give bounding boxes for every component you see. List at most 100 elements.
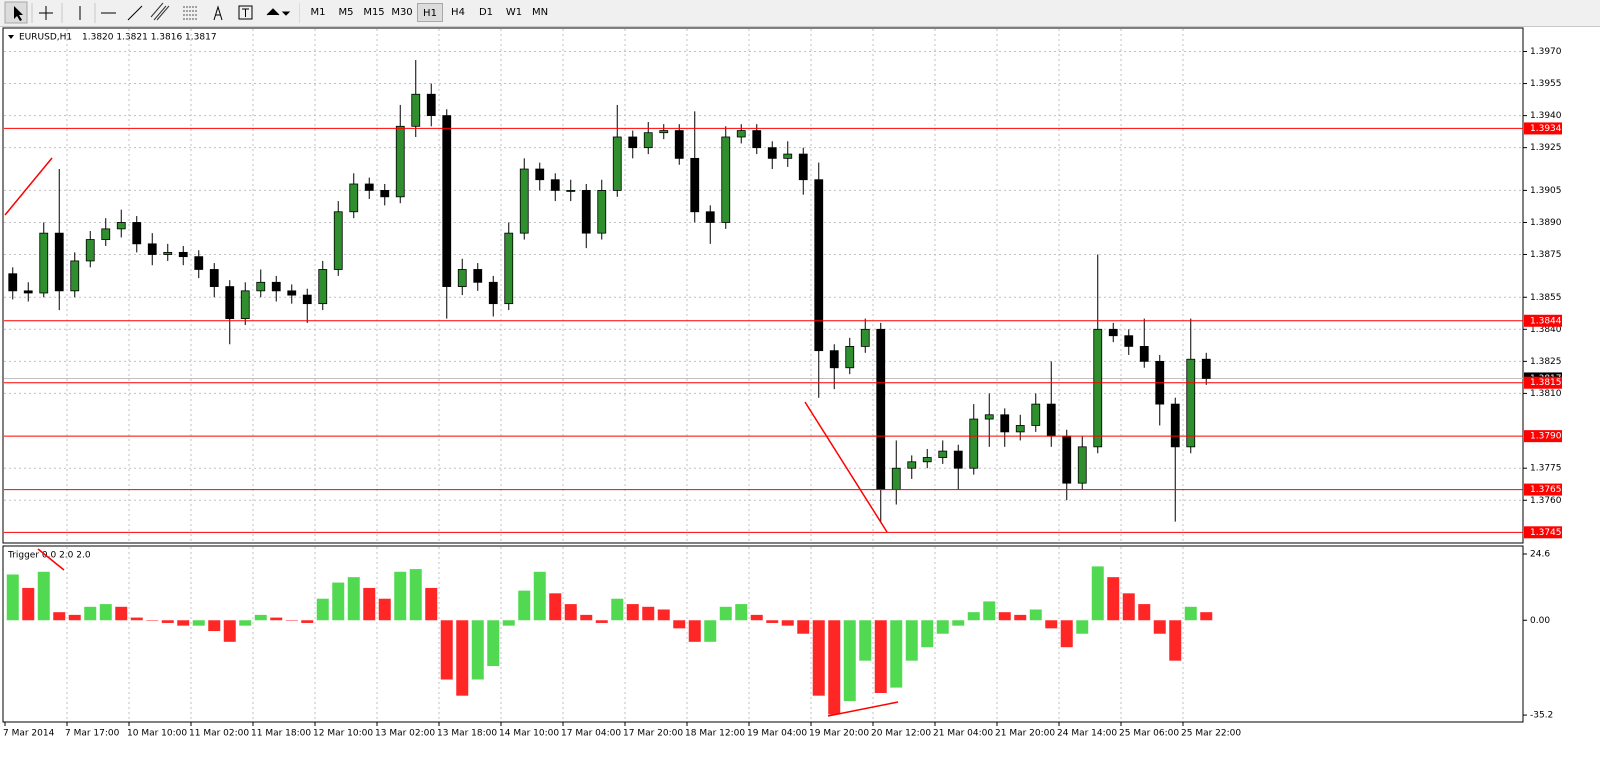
histogram-bar [564, 604, 577, 621]
candle-body [891, 467, 901, 490]
histogram-bar [642, 606, 655, 621]
histogram-bar [766, 620, 779, 623]
x-tick-label: 10 Mar 10:00 [127, 729, 187, 739]
channel-icon[interactable] [150, 2, 170, 21]
level-label-box [1524, 122, 1562, 135]
candle-body [612, 136, 622, 191]
candle-body [395, 125, 405, 198]
level-label-box [1524, 483, 1562, 496]
histogram-bar [37, 571, 50, 621]
y-tick-label: 1.3775 [1530, 464, 1562, 474]
histogram-bar [611, 598, 624, 621]
histogram-bar [936, 620, 949, 634]
candle-body [39, 232, 49, 294]
y-tick-label: 1.3810 [1530, 389, 1562, 399]
candle-body [349, 183, 359, 213]
candle-body [1031, 403, 1041, 426]
timeframe-button[interactable]: M5 [338, 7, 354, 18]
candle-body [1077, 446, 1087, 484]
histogram-bar [332, 582, 345, 621]
histogram-bar [1200, 612, 1213, 621]
level-label: 1.3765 [1530, 485, 1562, 495]
histogram-bar [580, 614, 593, 621]
histogram-bar [1122, 593, 1135, 621]
candle-body [566, 190, 576, 192]
timeframe-button[interactable]: M1 [310, 7, 326, 18]
candle-body [1108, 328, 1118, 337]
candle-body [736, 130, 746, 138]
x-tick-label: 13 Mar 18:00 [437, 729, 497, 739]
candle-body [1015, 425, 1025, 433]
histogram-bar [363, 587, 376, 621]
timeframe-button[interactable]: M15 [363, 7, 385, 18]
histogram-bar [1107, 577, 1120, 621]
candle-body [504, 232, 514, 305]
histogram-bar [626, 604, 639, 621]
y-tick-label: 1.3940 [1530, 111, 1562, 121]
fibo-icon[interactable] [183, 6, 197, 20]
histogram-bar [208, 620, 221, 632]
level-label-box [1524, 430, 1562, 443]
histogram-bar [843, 620, 856, 702]
x-tick-label: 7 Mar 17:00 [65, 729, 120, 739]
candle-body [1186, 358, 1196, 448]
chart-layer: 1.3970 1.3955 1.3940 1.3925 1.3905 1.3890 1.38… [3, 29, 1562, 739]
candle-body [752, 130, 762, 149]
histogram-bar [735, 604, 748, 621]
candle-body [256, 281, 266, 292]
candle-body [178, 251, 188, 258]
x-tick-label: 11 Mar 02:00 [189, 729, 249, 739]
text-icon[interactable] [213, 5, 223, 21]
histogram-bar [595, 620, 608, 623]
histogram-bar [1029, 609, 1042, 621]
timeframe-button[interactable]: MN [531, 7, 549, 18]
histogram-bar [983, 601, 996, 621]
histogram-bar [921, 620, 934, 648]
timeframe-button[interactable]: H4 [451, 7, 465, 18]
candle-body [519, 168, 529, 234]
histogram-bar [68, 614, 81, 621]
y-tick-label: 1.3970 [1530, 47, 1562, 57]
candle-body [54, 232, 64, 292]
y-tick-label: 1.3840 [1530, 325, 1562, 335]
candle-body [488, 281, 498, 305]
timeframe-button[interactable]: M30 [391, 7, 413, 18]
candle-body [209, 269, 219, 287]
candle-body [922, 457, 932, 463]
arrows-icon[interactable] [266, 8, 291, 16]
quote-label: 1.3820 1.3821 1.3816 1.3817 [82, 33, 217, 43]
x-tick-label: 19 Mar 20:00 [809, 729, 869, 739]
histogram-bar [1091, 566, 1104, 621]
candle-body [674, 130, 684, 159]
timeframe-button[interactable]: H1 [417, 3, 443, 22]
histogram-bar [1169, 620, 1182, 661]
candle-body [1062, 435, 1072, 484]
candle-body [1000, 414, 1010, 433]
timeframe-button[interactable]: W1 [505, 7, 523, 18]
candle-body [116, 222, 126, 230]
candle-body [938, 450, 948, 458]
candle-body [1139, 346, 1149, 362]
candle-body [829, 350, 839, 369]
histogram-bar [270, 617, 283, 621]
candle-body [953, 450, 963, 469]
histogram-bar [425, 587, 438, 621]
label-icon[interactable] [238, 5, 253, 20]
histogram-bar [471, 620, 484, 680]
histogram-bar [673, 620, 686, 629]
histogram-bar [998, 612, 1011, 621]
candle-body [798, 153, 808, 181]
candle-body [1046, 403, 1056, 437]
candle-body [690, 157, 700, 213]
candle-body [302, 294, 312, 305]
timeframe-button[interactable]: D1 [478, 7, 494, 18]
histogram-bar [394, 571, 407, 621]
crosshair-icon[interactable] [39, 6, 53, 20]
symbol-label: EURUSD,H1 [19, 33, 72, 43]
histogram-bar [440, 620, 453, 680]
candle-body [907, 461, 917, 469]
histogram-bar [797, 620, 810, 634]
trendline-icon[interactable] [127, 5, 143, 21]
candle-body [85, 239, 95, 262]
